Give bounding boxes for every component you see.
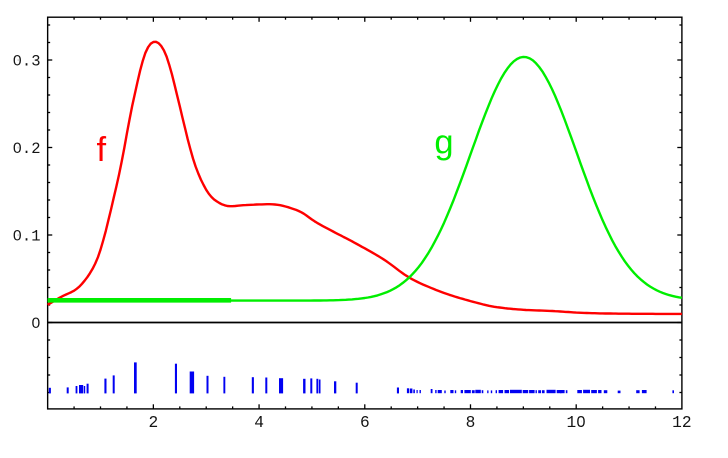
svg-text:f: f [97,131,107,169]
svg-text:10: 10 [566,414,585,432]
svg-text:12: 12 [672,414,691,432]
svg-text:6: 6 [360,414,370,432]
svg-text:4: 4 [254,414,264,432]
svg-text:0.3: 0.3 [13,53,41,71]
svg-text:2: 2 [149,414,159,432]
svg-text:0.1: 0.1 [13,228,41,246]
svg-text:8: 8 [466,414,476,432]
svg-text:g: g [434,124,453,162]
svg-text:0: 0 [31,315,40,333]
svg-text:0.2: 0.2 [13,140,41,158]
